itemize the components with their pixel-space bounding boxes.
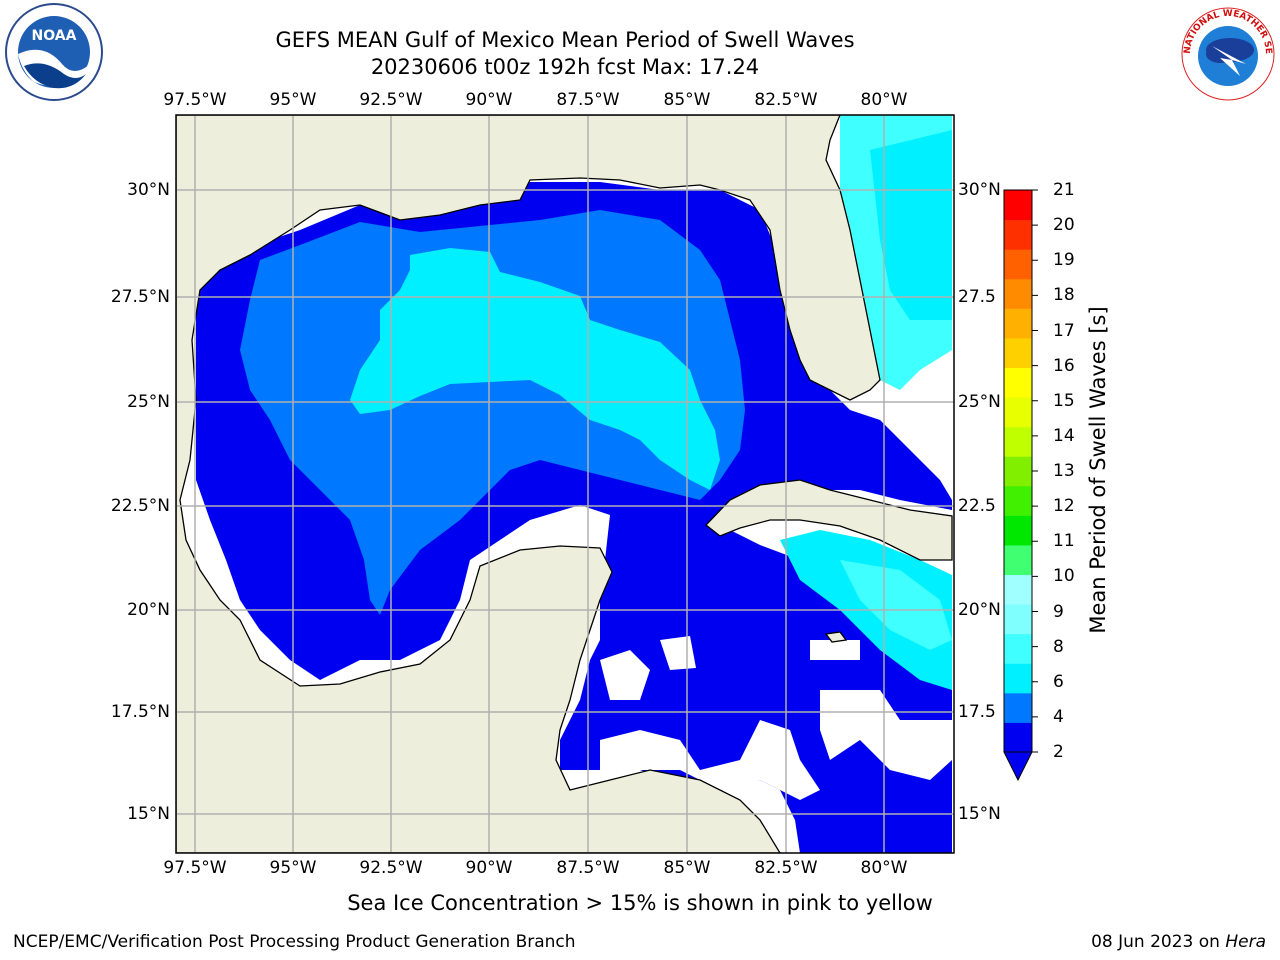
colorbar-tick-label: 12 (1053, 496, 1075, 517)
colorbar-segment (1004, 190, 1032, 221)
colorbar-segment (1004, 337, 1032, 368)
lon-tick-label: 82.5°W (754, 90, 818, 110)
colorbar-segment (1004, 604, 1032, 635)
colorbar-segment (1004, 278, 1032, 309)
colorbar-segment (1004, 515, 1032, 546)
colorbar-segment (1004, 426, 1032, 457)
lon-tick-label: 97.5°W (163, 858, 227, 878)
lon-tick-label: 92.5°W (359, 90, 423, 110)
colorbar-segment (1004, 219, 1032, 250)
swell-band-6-8 (350, 248, 720, 490)
land-jamaica (824, 631, 848, 643)
lat-tick-label: 30°N (127, 180, 170, 200)
atlantic-swell-region-inner (870, 130, 952, 320)
map-subtitle: 20230606 t00z 192h fcst Max: 17.24 (370, 55, 760, 79)
colorbar-segment (1004, 544, 1032, 576)
lon-tick-label: 87.5°W (556, 858, 620, 878)
lon-tick-label: 85°W (663, 90, 711, 110)
lon-tick-label: 85°W (663, 858, 711, 878)
land-north-america (176, 115, 881, 853)
colorbar-tick-label: 20 (1053, 215, 1075, 236)
lon-tick-label: 92.5°W (359, 858, 423, 878)
lat-tick-label: 22.5 (958, 496, 996, 516)
lon-tick-label: 90°W (465, 858, 513, 878)
colorbar-segment (1004, 633, 1032, 664)
colorbar-tick-label: 21 (1053, 180, 1075, 200)
lat-tick-label: 17.5 (958, 702, 996, 722)
colorbar-tick-label: 10 (1053, 566, 1075, 587)
lat-tick-label: 15°N (127, 804, 170, 824)
map-grid (176, 115, 954, 853)
credit-line: NCEP/EMC/Verification Post Processing Pr… (13, 932, 576, 952)
colorbar-segment (1004, 574, 1032, 605)
lon-tick-label: 82.5°W (754, 858, 818, 878)
colorbar-segment (1004, 485, 1032, 516)
colorbar-tick-label: 15 (1053, 390, 1075, 411)
lon-tick-label: 90°W (465, 90, 513, 110)
lat-tick-label: 20°N (958, 600, 1001, 620)
lon-tick-label: 95°W (269, 858, 317, 878)
colorbar-segment (1004, 456, 1032, 487)
lon-tick-label: 95°W (269, 90, 317, 110)
colorbar-tick-label: 11 (1053, 531, 1075, 552)
colorbar-segment (1004, 367, 1032, 398)
colorbar-segment (1004, 663, 1032, 694)
lon-tick-label: 80°W (860, 858, 908, 878)
map-title: GEFS MEAN Gulf of Mexico Mean Period of … (275, 28, 855, 52)
missing-data-patch (600, 650, 650, 700)
colorbar-tick-label: 18 (1053, 285, 1075, 306)
colorbar-tick-label: 19 (1053, 250, 1075, 271)
colorbar-tick-label: 16 (1053, 355, 1075, 376)
colorbar-tick-label: 13 (1053, 461, 1075, 481)
nws-logo-icon: NATIONAL WEATHER SERVICE (1176, 2, 1275, 101)
colorbar-tick-label: 4 (1053, 706, 1064, 727)
colorbar-tick-label: 17 (1053, 320, 1075, 341)
colorbar-tick-label: 14 (1053, 425, 1075, 446)
colorbar-segment (1004, 692, 1032, 723)
lat-tick-label: 25°N (127, 392, 170, 412)
noaa-logo-icon: NOAA (5, 3, 103, 101)
colorbar-tick-label: 2 (1053, 742, 1064, 762)
colorbar-extend-arrow (1003, 751, 1033, 782)
lat-tick-label: 15°N (958, 804, 1001, 824)
lon-tick-label: 87.5°W (556, 90, 620, 110)
swell-band-4-6 (240, 210, 745, 615)
svg-text:NOAA: NOAA (32, 28, 77, 44)
lat-tick-label: 27.5°N (110, 287, 170, 307)
lat-tick-label: 30°N (958, 180, 1001, 200)
lat-tick-label: 20°N (127, 600, 170, 620)
caribbean-swell-region-inner (840, 560, 952, 650)
lat-tick-label: 22.5°N (110, 496, 170, 516)
colorbar-segment (1004, 397, 1032, 428)
colorbar-segment (1004, 249, 1032, 280)
colorbar (1003, 189, 1038, 782)
missing-data-patch (810, 640, 860, 660)
lon-tick-label: 97.5°W (163, 90, 227, 110)
machine-name: Hera (1225, 932, 1266, 952)
colorbar-segment (1004, 722, 1032, 753)
date-line: 08 Jun 2023 on Hera (1091, 932, 1266, 952)
colorbar-segment (1004, 308, 1032, 339)
map-frame (175, 114, 955, 854)
colorbar-tick-label: 8 (1053, 636, 1064, 657)
lon-tick-label: 80°W (860, 90, 908, 110)
sea-ice-note: Sea Ice Concentration > 15% is shown in … (347, 891, 933, 915)
colorbar-tick-label: 9 (1053, 601, 1064, 622)
lat-tick-label: 27.5 (958, 287, 996, 307)
missing-data-patch (600, 720, 820, 800)
lat-tick-label: 25°N (958, 392, 1001, 412)
colorbar-title: Mean Period of Swell Waves [s] (1086, 306, 1110, 634)
lat-tick-label: 17.5°N (110, 702, 170, 722)
colorbar-tick-label: 6 (1053, 671, 1064, 692)
